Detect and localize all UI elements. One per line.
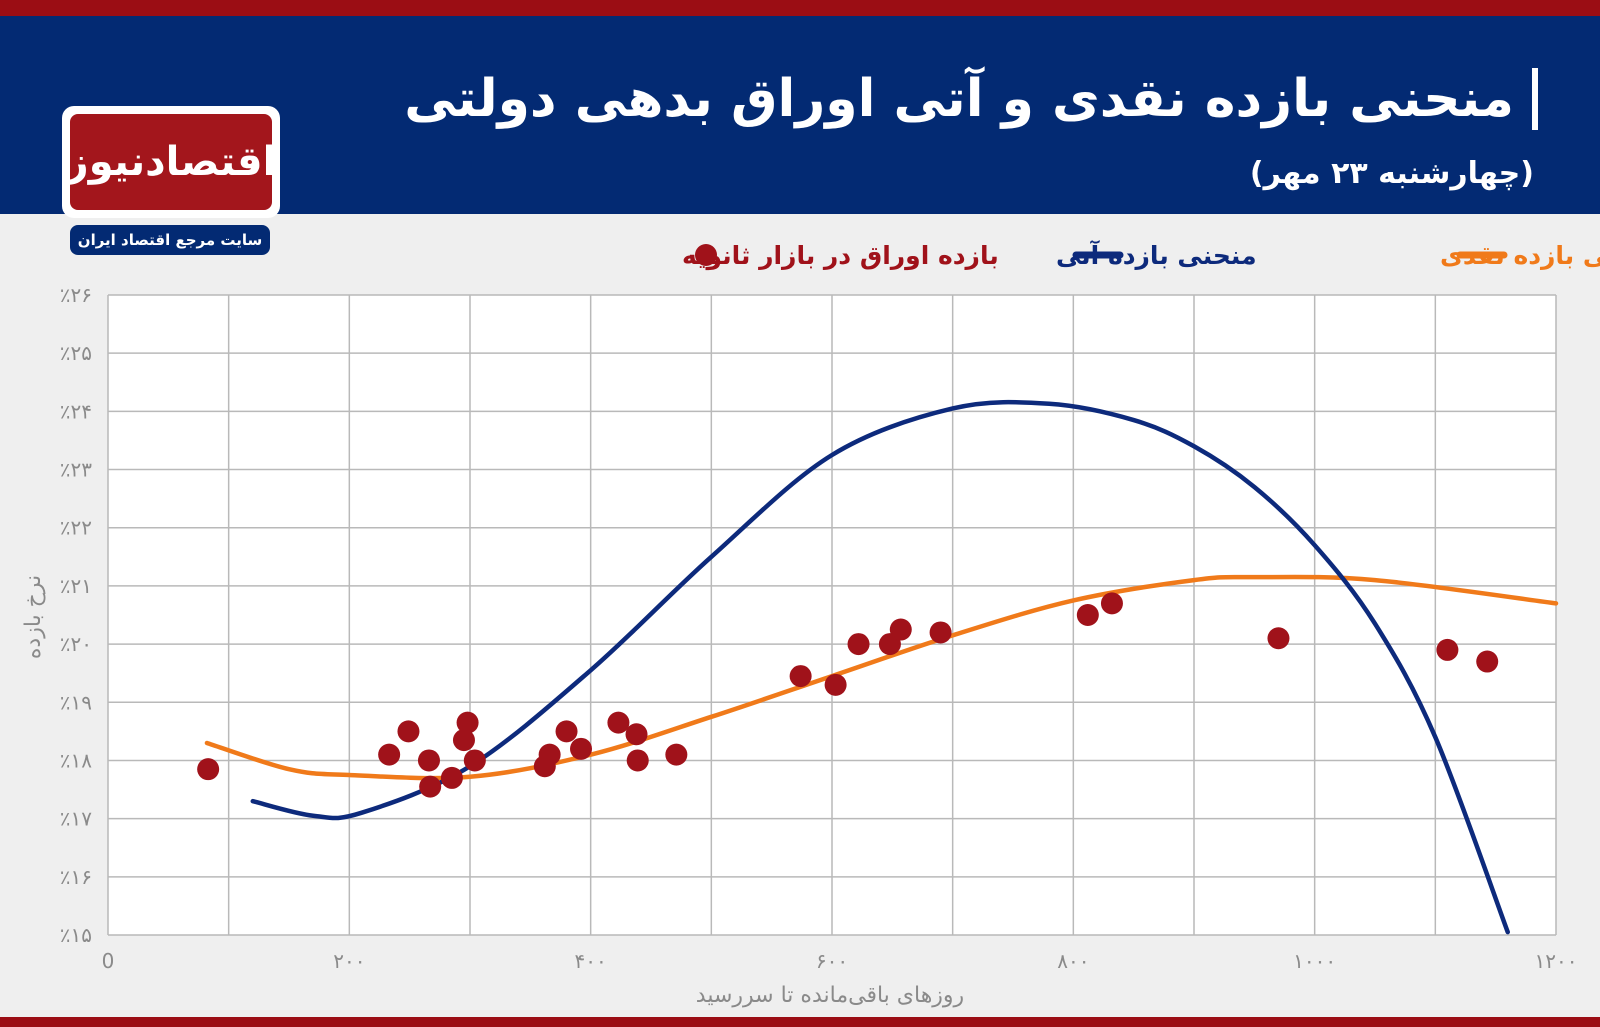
title-bar: [1532, 68, 1538, 130]
bond-yield-point: [1476, 650, 1499, 673]
x-tick-label: 0: [102, 949, 115, 973]
y-tick-label: ٪۲۳: [60, 458, 92, 482]
bond-yield-point: [1436, 638, 1459, 661]
x-tick-label: ۶۰۰: [816, 949, 848, 973]
tick-labels: ٪۱۵ ٪۱۶ ٪۱۷ ٪۱۸ ٪۱۹ ٪۲۰ ٪۲۱ ٪۲۲ ٪۲۳ ٪۲۴ ٪۲۵ ٪۲۶ 0 ۲۰۰…: [60, 283, 1578, 973]
legend-label-forward: منحنی بازده آتی: [1056, 240, 1257, 270]
x-tick-label: ۸۰۰: [1057, 949, 1089, 973]
y-tick-label: ٪۲۱: [60, 574, 92, 598]
legend-label-spot: منحنی بازده نقدی: [1440, 241, 1600, 270]
x-tick-label: ۱۰۰۰: [1293, 949, 1336, 973]
y-tick-label: ٪۱۷: [60, 807, 92, 831]
x-axis-label: روزهای باقی‌مانده تا سررسید: [696, 983, 964, 1008]
legend-swatch-points: [695, 244, 717, 266]
y-tick-label: ٪۲۰: [60, 632, 92, 656]
bond-yield-point: [463, 749, 486, 772]
grid: [107, 294, 1557, 936]
y-tick-label: ٪۲۵: [60, 341, 92, 365]
bond-yield-point: [1100, 592, 1123, 615]
bond-yield-point: [824, 673, 847, 696]
bond-yield-point: [847, 633, 870, 656]
bond-yield-point: [607, 711, 630, 734]
y-tick-label: ٪۱۶: [60, 865, 92, 889]
bond-yield-point: [197, 758, 220, 781]
logo-text: اقتصادنیوز: [66, 114, 276, 210]
y-tick-label: ٪۱۸: [60, 748, 92, 772]
bond-yield-point: [889, 618, 912, 641]
y-tick-label: ٪۲۴: [60, 399, 92, 423]
chart-subtitle: (چهارشنبه ۲۳ مهر): [1249, 156, 1534, 191]
bottom-stripe: [0, 1017, 1600, 1027]
top-stripe: [0, 0, 1600, 16]
bond-yield-point: [929, 621, 952, 644]
x-tick-label: ۲۰۰: [333, 949, 365, 973]
bond-yield-point: [456, 711, 479, 734]
bond-yield-point: [1267, 627, 1290, 650]
title-wrap: منحنی بازده نقدی و آتی اوراق بدهی دولتی: [404, 68, 1538, 130]
x-tick-label: ۴۰۰: [575, 949, 607, 973]
y-axis-label: نرخ بازده: [21, 575, 46, 659]
y-tick-label: ٪۱۵: [60, 923, 92, 947]
y-tick-label: ٪۱۹: [60, 690, 92, 714]
bond-yield-point: [665, 743, 688, 766]
legend-label-points: بازده اوراق در بازار ثانویه: [682, 241, 999, 271]
bond-yield-point: [555, 720, 578, 743]
bond-yield-point: [538, 743, 561, 766]
logo-tagline: سایت مرجع اقتصاد ایران: [70, 225, 270, 255]
bond-yield-point: [417, 749, 440, 772]
bond-yield-point: [378, 743, 401, 766]
bond-yield-point: [625, 723, 648, 746]
series-points: [197, 592, 1499, 798]
bond-yield-point: [570, 737, 593, 760]
logo: اقتصادنیوز: [62, 106, 280, 218]
bond-yield-point: [626, 749, 649, 772]
y-tick-label: ٪۲۶: [60, 283, 92, 307]
bond-yield-point: [440, 766, 463, 789]
x-tick-label: ۱۲۰۰: [1535, 949, 1578, 973]
y-tick-label: ٪۲۲: [60, 516, 92, 540]
bond-yield-point: [789, 665, 812, 688]
chart-title: منحنی بازده نقدی و آتی اوراق بدهی دولتی: [404, 69, 1514, 129]
bond-yield-point: [452, 729, 475, 752]
bond-yield-point: [397, 720, 420, 743]
spot-yield-curve: [204, 574, 1559, 781]
legend: منحنی بازده نقدی منحنی بازده آتی بازده اور…: [682, 240, 1600, 271]
bond-yield-point: [1076, 604, 1099, 626]
bond-yield-point: [419, 775, 442, 798]
